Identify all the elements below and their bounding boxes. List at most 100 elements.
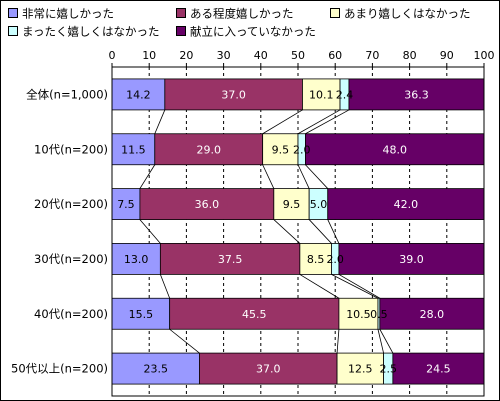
series-connector-line: [305, 109, 350, 135]
bar-value-label: 37.5: [218, 253, 243, 266]
series-connector-line: [139, 219, 161, 244]
bar-segment: [302, 78, 341, 111]
legend-label-not-on-menu: 献立に入っていなかった: [190, 24, 316, 39]
series-connector-line: [377, 329, 384, 354]
bar-value-label: 45.5: [242, 308, 267, 321]
plot-area-border: [111, 66, 485, 397]
x-axis-tick-label: 20: [179, 49, 193, 62]
series-connector-lines: [139, 109, 394, 354]
x-axis-tick-label: 30: [217, 49, 231, 62]
x-axis-tick-label: 40: [254, 49, 268, 62]
legend-swatch-not-on-menu: [176, 25, 186, 36]
x-axis-tick-label: 70: [365, 49, 379, 62]
legend-swatch-very-happy: [8, 7, 18, 18]
bar-value-label: 8.5: [307, 253, 325, 266]
legend-item-not-on-menu: 献立に入っていなかった: [176, 24, 316, 39]
y-axis-category-label: 40代(n=200): [34, 307, 108, 321]
bar-value-label: 39.0: [399, 253, 424, 266]
x-axis-tick-label: 100: [474, 49, 495, 62]
bar-value-label: 42.0: [394, 198, 419, 211]
bar-value-label: 14.2: [126, 88, 151, 101]
legend-swatch-not-very-happy: [330, 7, 340, 18]
y-axis-category-label: 30代(n=200): [34, 252, 108, 266]
x-axis-tick-label: 10: [142, 49, 156, 62]
bar-segment: [273, 188, 310, 220]
bar-segment: [111, 297, 171, 330]
bar-value-label: 2.4: [336, 88, 354, 101]
bar-segment: [111, 243, 161, 275]
bar-segment: [199, 352, 338, 385]
bars: [111, 78, 485, 385]
series-connector-line: [308, 219, 332, 244]
series-connector-line: [297, 109, 341, 135]
legend-item-not-very-happy: あまり嬉しくはなかった: [330, 6, 471, 21]
bar-value-label: 37.0: [256, 363, 281, 376]
gridlines: [111, 63, 485, 396]
y-axis-category-label: 全体(n=1,000): [26, 87, 108, 101]
bar-segment: [262, 133, 299, 166]
y-axis-category-label: 20代(n=200): [34, 197, 108, 211]
series-connector-line: [262, 164, 275, 189]
x-axis-tick-label: 90: [440, 49, 454, 62]
bar-value-label: 2.0: [326, 253, 344, 266]
x-axis-tick-label: 0: [109, 49, 116, 62]
series-connector-line: [262, 109, 303, 135]
bar-value-label: 24.5: [426, 363, 451, 376]
bar-segment: [327, 188, 485, 220]
series-connector-line: [139, 164, 156, 189]
series-connector-line: [299, 274, 340, 299]
legend-label-not-happy-at-all: まったく嬉しくはなかった: [22, 24, 160, 39]
x-axis-tick-label: 50: [291, 49, 305, 62]
bar-value-label: 29.0: [196, 143, 221, 156]
bar-value-label: 2.0: [293, 143, 311, 156]
x-axis-tick-label: 60: [328, 49, 342, 62]
bar-value-label: 9.5: [283, 198, 301, 211]
series-connector-line: [297, 164, 310, 189]
bar-value-label: 15.5: [129, 308, 154, 321]
series-connector-line: [305, 164, 329, 189]
bar-value-label: 7.5: [117, 198, 135, 211]
bar-value-label: 48.0: [382, 143, 407, 156]
bar-segment: [111, 133, 156, 166]
series-connector-line: [327, 219, 340, 244]
series-connector-line: [273, 219, 301, 244]
series-connector-line: [154, 109, 166, 134]
bar-value-label: 13.0: [124, 253, 149, 266]
bar-value-label: 11.5: [121, 143, 146, 156]
series-connector-line: [379, 329, 394, 354]
legend-item-very-happy: 非常に嬉しかった: [8, 6, 114, 21]
y-axis-category-label: 10代(n=200): [34, 142, 108, 156]
bar-segment: [111, 352, 200, 385]
bar-segment: [336, 352, 384, 385]
bar-value-label: 36.0: [195, 198, 220, 211]
bar-segment: [164, 78, 303, 111]
series-connector-line: [336, 329, 340, 354]
series-connector-line: [331, 274, 379, 299]
series-connector-line: [159, 274, 171, 299]
bar-value-label: 2.5: [379, 363, 397, 376]
y-axis-category-labels: 全体(n=1,000) 10代(n=200) 20代(n=200) 30代(n=200…: [11, 87, 108, 375]
legend-item-not-happy-at-all: まったく嬉しくはなかった: [8, 24, 160, 39]
bar-segment: [379, 297, 485, 330]
bar-value-label: 9.5: [272, 143, 290, 156]
bar-segment: [159, 243, 301, 275]
legend-item-somewhat-happy: ある程度嬉しかった: [176, 6, 294, 21]
bar-value-label: 10.5: [346, 308, 371, 321]
bar-value-label: 12.5: [348, 363, 373, 376]
bar-segment: [392, 352, 485, 385]
y-axis-category-label: 50代以上(n=200): [11, 362, 108, 376]
legend-label-somewhat-happy: ある程度嬉しかった: [190, 6, 294, 21]
bar-value-label: 28.0: [420, 308, 445, 321]
bar-value-label: 36.3: [404, 88, 429, 101]
bar-value-label: 23.5: [143, 363, 168, 376]
legend-label-very-happy: 非常に嬉しかった: [22, 6, 114, 21]
legend-label-not-very-happy: あまり嬉しくはなかった: [344, 6, 471, 21]
bar-segment: [154, 133, 264, 166]
bar-segment: [305, 133, 485, 166]
bar-value-label: 0.5: [370, 308, 388, 321]
bar-value-label: 5.0: [310, 198, 328, 211]
bar-value-label: 37.0: [221, 88, 246, 101]
bar-segment: [338, 297, 379, 330]
bar-segment: [348, 78, 485, 111]
